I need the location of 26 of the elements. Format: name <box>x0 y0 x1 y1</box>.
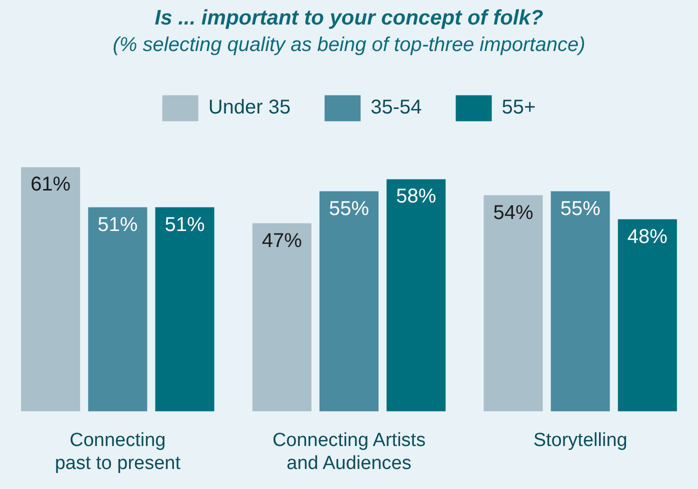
x-tick-label: Connecting Artists and Audiences <box>272 430 426 474</box>
chart-title: Is ... important to your concept of folk? <box>154 6 544 30</box>
data-label: 55% <box>328 198 370 220</box>
data-label: 58% <box>396 186 436 208</box>
legend-label: Under 35 <box>208 96 291 119</box>
bar <box>88 207 148 412</box>
data-label: 47% <box>262 230 302 252</box>
data-label: 51% <box>98 214 138 236</box>
data-label: 54% <box>493 202 534 224</box>
bar <box>319 191 379 412</box>
bar <box>252 223 312 412</box>
data-label: 55% <box>560 198 601 220</box>
bar <box>484 195 543 412</box>
legend-label: 35-54 <box>370 96 422 119</box>
legend-label: 55+ <box>502 96 536 119</box>
x-tick-label: Storytelling <box>533 430 628 452</box>
data-label: 61% <box>30 174 71 196</box>
bar <box>155 207 214 412</box>
data-label: 48% <box>627 226 668 248</box>
data-label: 51% <box>164 214 205 236</box>
bar <box>21 167 80 412</box>
bar <box>550 191 610 412</box>
bar <box>618 219 677 412</box>
x-tick-label: Connecting past to present <box>54 430 182 474</box>
bar <box>386 179 446 412</box>
chart-subtitle: (% selecting quality as being of top-three importance) <box>112 34 586 56</box>
